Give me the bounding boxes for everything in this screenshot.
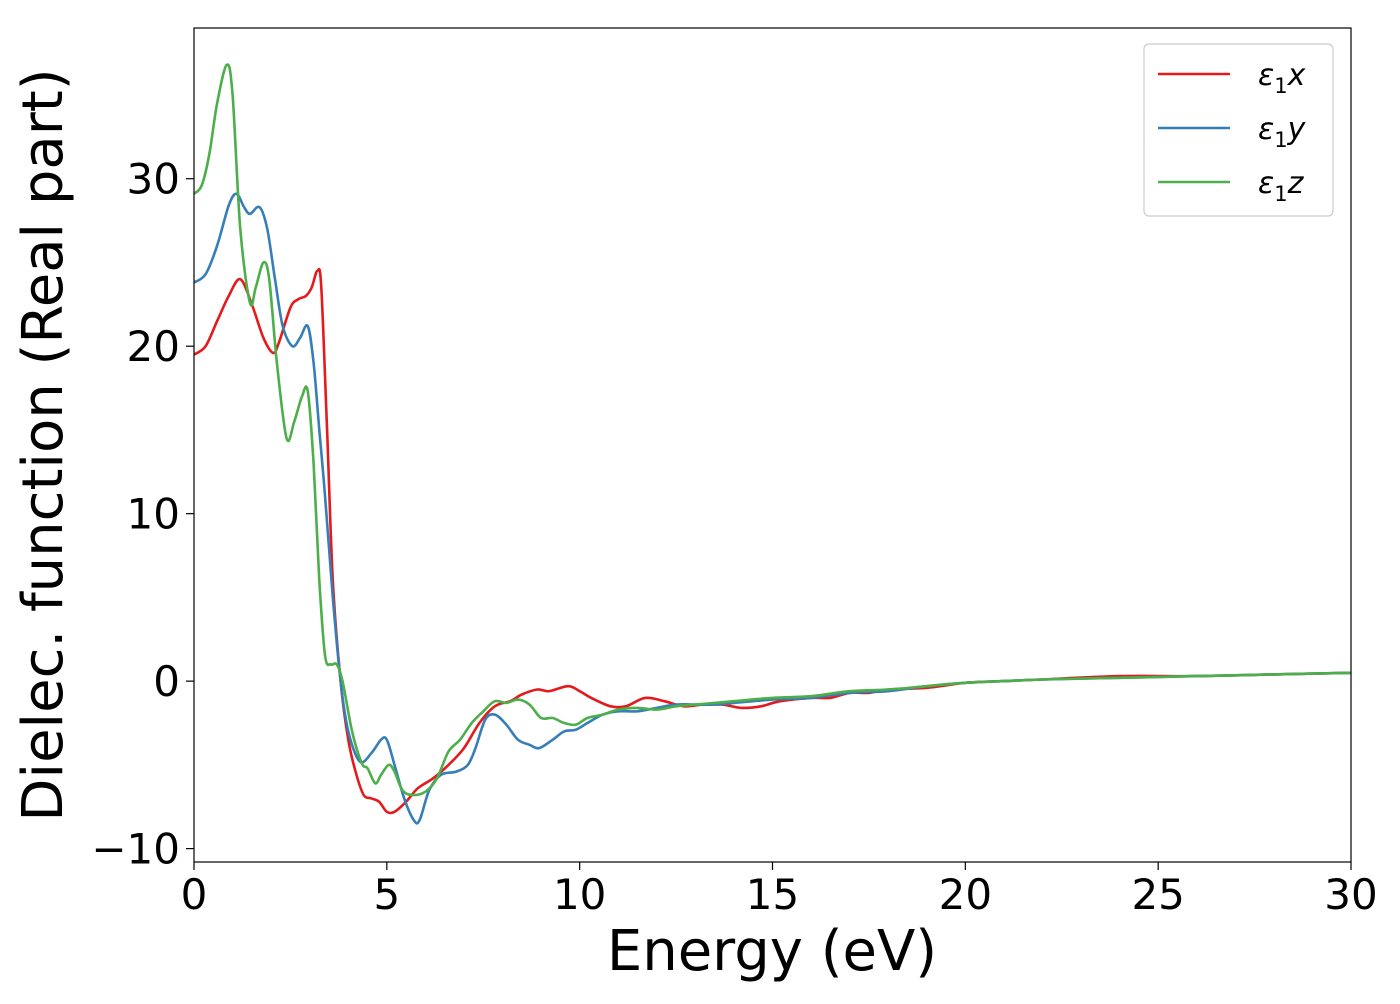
- y-tick-label: 30: [127, 155, 180, 204]
- y-tick-label: −10: [91, 825, 180, 874]
- x-tick-label: 30: [1324, 870, 1377, 919]
- series-line-y: [194, 192, 1351, 825]
- legend-label-z: ε1z: [1258, 166, 1305, 206]
- x-tick-label: 20: [939, 870, 992, 919]
- x-tick-label: 5: [373, 870, 400, 919]
- legend-label-y: ε1y: [1258, 112, 1307, 152]
- legend-frame: [1143, 43, 1334, 217]
- series-layer: [194, 63, 1351, 825]
- x-axis-label: Energy (eV): [607, 919, 937, 984]
- legend: ε1x ε1y ε1z: [1143, 43, 1334, 217]
- x-tick-label: 0: [181, 870, 208, 919]
- legend-label-x: ε1x: [1258, 58, 1306, 98]
- series-line-z: [194, 63, 1351, 797]
- x-tick-label: 25: [1131, 870, 1184, 919]
- y-axis-label: Dielec. function (Real part): [11, 68, 76, 821]
- y-tick-label: 10: [127, 490, 180, 539]
- x-tick-label: 15: [746, 870, 799, 919]
- y-tick-label: 20: [127, 322, 180, 371]
- y-tick-label: 0: [153, 657, 180, 706]
- x-tick-label: 10: [553, 870, 606, 919]
